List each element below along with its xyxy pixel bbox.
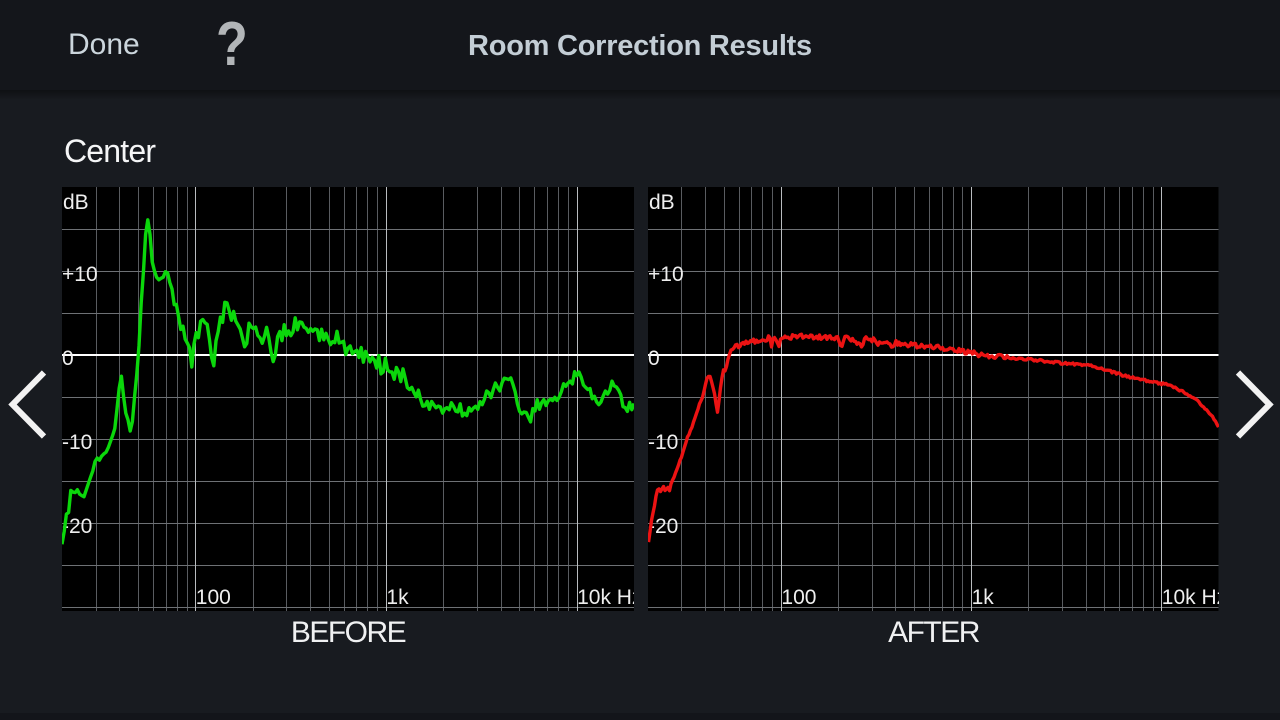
svg-text:dB: dB: [649, 191, 675, 214]
svg-text:1k: 1k: [386, 586, 409, 609]
svg-text:0: 0: [62, 347, 74, 370]
svg-text:100: 100: [196, 586, 231, 609]
svg-text:-10: -10: [62, 431, 92, 454]
svg-text:-20: -20: [648, 515, 678, 538]
svg-text:10k Hz: 10k Hz: [577, 586, 634, 609]
svg-text:-20: -20: [62, 515, 92, 538]
svg-text:-10: -10: [648, 431, 678, 454]
svg-text:+10: +10: [62, 263, 98, 286]
svg-text:+10: +10: [648, 263, 684, 286]
svg-text:1k: 1k: [972, 586, 995, 609]
svg-text:10k Hz: 10k Hz: [1162, 586, 1219, 609]
svg-text:dB: dB: [63, 191, 89, 214]
svg-text:100: 100: [781, 586, 816, 609]
svg-text:0: 0: [648, 347, 660, 370]
